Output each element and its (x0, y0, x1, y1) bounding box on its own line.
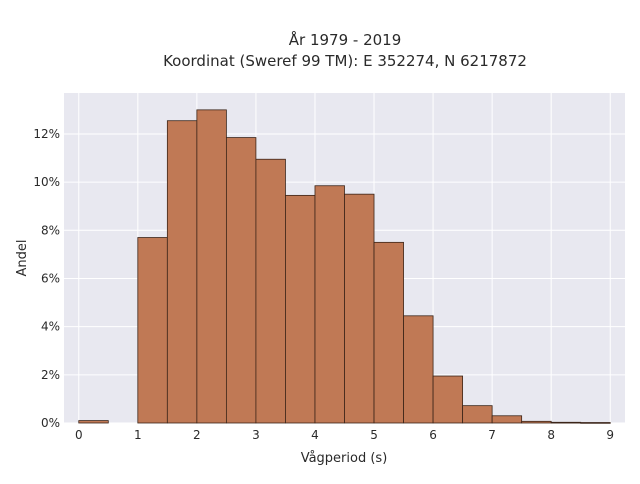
histogram-bar (314, 185, 345, 424)
histogram-bar (196, 109, 227, 424)
x-tick-label: 9 (606, 428, 614, 442)
chart-title: År 1979 - 2019 (289, 30, 402, 49)
x-tick-label: 3 (252, 428, 260, 442)
x-tick-label: 1 (134, 428, 142, 442)
tick-labels: 0 1 2 3 4 5 6 7 8 9 0% 2% 4% 6% 8% 10% 12% (33, 127, 614, 442)
y-tick-label: 6% (41, 271, 60, 285)
histogram-bar (255, 158, 286, 424)
x-tick-label: 5 (370, 428, 378, 442)
histogram-bar (285, 194, 316, 424)
histogram-bar (373, 241, 404, 424)
histogram-bar (491, 415, 523, 424)
x-axis-label: Vågperiod (s) (301, 451, 388, 466)
x-tick-label: 4 (311, 428, 319, 442)
y-axis-label: Andel (15, 240, 30, 277)
y-tick-label: 12% (33, 127, 60, 141)
x-tick-label: 2 (193, 428, 201, 442)
histogram-bar (344, 193, 375, 424)
x-tick-label: 8 (547, 428, 555, 442)
histogram-bar (521, 420, 552, 424)
y-tick-label: 10% (33, 175, 60, 189)
y-tick-label: 2% (41, 368, 60, 382)
histogram-bar (580, 422, 611, 424)
histogram-bar (166, 120, 198, 424)
x-tick-label: 0 (75, 428, 83, 442)
x-tick-label: 6 (429, 428, 437, 442)
y-tick-label: 4% (41, 320, 60, 334)
histogram-bar (550, 421, 582, 424)
x-tick-label: 7 (488, 428, 496, 442)
histogram-bar (225, 137, 257, 424)
histogram-bar (78, 420, 109, 424)
chart-subtitle: Koordinat (Sweref 99 TM): E 352274, N 62… (163, 52, 527, 70)
histogram-bar (137, 237, 168, 424)
y-tick-label: 0% (41, 416, 60, 430)
y-tick-label: 8% (41, 223, 60, 237)
histogram-bar (432, 375, 464, 424)
histogram-bars (78, 109, 611, 424)
histogram-bar (403, 315, 434, 424)
histogram-bar (462, 405, 493, 424)
